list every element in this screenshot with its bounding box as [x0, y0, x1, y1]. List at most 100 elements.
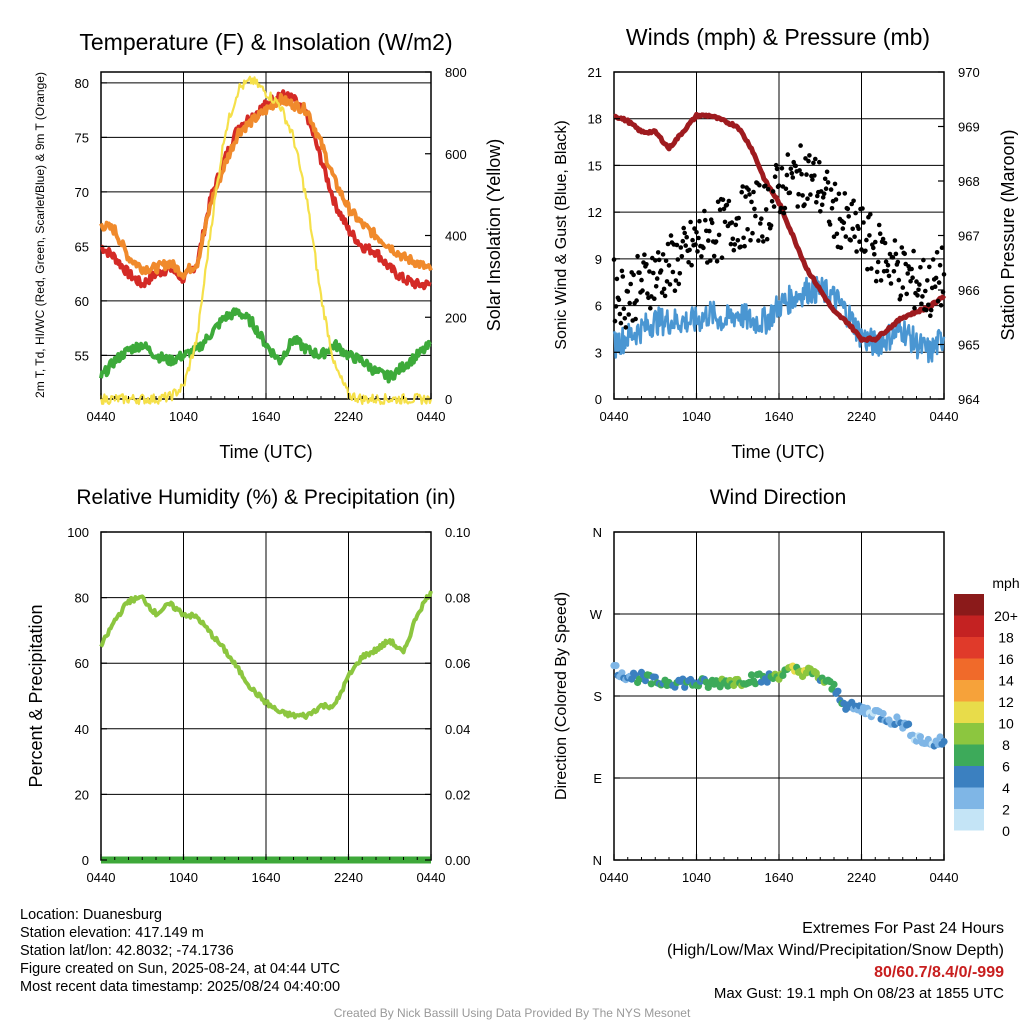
y-tick-label: W: [590, 607, 603, 622]
direction-point: [830, 680, 838, 689]
gust-point: [819, 202, 825, 208]
gust-point: [807, 153, 812, 158]
extremes-subtitle: (High/Low/Max Wind/Precipitation/Snow De…: [666, 942, 1004, 959]
gust-point: [871, 245, 876, 251]
winds-pressure-panel: Winds (mph) & Pressure (mb) 0440 1040 1640…: [553, 24, 1018, 462]
gust-point: [930, 257, 936, 262]
gust-point: [764, 236, 770, 242]
gust-point: [851, 198, 856, 204]
gust-point: [625, 289, 631, 294]
gust-point: [674, 242, 680, 248]
gust-point: [869, 266, 874, 271]
gust-point: [796, 191, 801, 197]
direction-point: [641, 677, 650, 685]
gust-point: [940, 289, 946, 295]
gust-point: [660, 252, 666, 257]
gust-point: [670, 269, 676, 275]
extremes-info: Extremes For Past 24 Hours (High/Low/Max…: [667, 918, 1004, 1004]
gust-point: [719, 255, 725, 260]
gust-point: [761, 239, 766, 244]
gust-point: [652, 296, 657, 302]
gust-point: [661, 286, 667, 292]
winds-xlabel: Time (UTC): [731, 442, 824, 462]
y-right-tick-label: 0.06: [445, 656, 470, 671]
direction-ticks: 0440 1040 1640 2240 0440 N E S W N: [590, 525, 959, 885]
y-right-tick-label: 967: [958, 229, 980, 244]
gust-point: [782, 205, 788, 211]
gust-point: [655, 250, 661, 255]
gust-point: [673, 278, 679, 283]
gust-point: [740, 184, 745, 189]
gust-point: [760, 234, 765, 239]
gust-point: [803, 156, 808, 161]
gust-point: [814, 200, 819, 205]
gust-point: [749, 199, 754, 205]
gust-point: [726, 198, 732, 204]
x-tick-label: 1640: [765, 870, 794, 885]
gust-point: [765, 186, 771, 192]
series-yellow: [99, 75, 433, 406]
colorbar-cell: [954, 615, 984, 637]
gust-point: [783, 186, 789, 192]
gust-point: [699, 254, 704, 259]
temperature-title: Temperature (F) & Insolation (W/m2): [79, 29, 452, 55]
y-right-tick-label: 970: [958, 65, 980, 80]
x-tick-label: 0440: [87, 870, 116, 885]
gust-point: [716, 232, 722, 238]
x-tick-label: 0440: [930, 409, 959, 424]
gust-point: [810, 177, 815, 182]
colorbar-label: 20+: [994, 608, 1018, 624]
gust-point: [892, 238, 898, 243]
gust-point: [642, 252, 647, 257]
y-tick-label: S: [593, 689, 602, 704]
gust-point: [848, 238, 853, 243]
y-right-tick-label: 966: [958, 283, 980, 298]
gust-point: [832, 181, 838, 187]
direction-point: [747, 671, 756, 679]
gust-point: [752, 206, 757, 212]
gust-point: [768, 223, 774, 228]
winds-title: Winds (mph) & Pressure (mb): [626, 24, 930, 50]
gust-point: [688, 219, 693, 225]
gust-point: [820, 195, 826, 200]
gust-point: [693, 242, 698, 247]
x-tick-label: 1640: [252, 870, 281, 885]
gust-point: [778, 205, 784, 211]
colorbar-label: 8: [1002, 737, 1010, 753]
y-tick-label: 15: [588, 158, 602, 173]
colorbar-label: 2: [1002, 801, 1010, 817]
direction-title: Wind Direction: [710, 486, 847, 509]
gust-point: [877, 231, 883, 236]
credit-line: Created By Nick Bassill Using Data Provi…: [333, 1006, 691, 1020]
x-tick-label: 1040: [682, 870, 711, 885]
gust-point: [721, 206, 727, 212]
y-right-tick-label: 965: [958, 338, 980, 353]
direction-series: [610, 662, 948, 750]
y-tick-label: 40: [75, 722, 89, 737]
gust-point: [824, 169, 830, 175]
colorbar-label: 12: [998, 694, 1014, 710]
gust-point: [665, 241, 671, 247]
gust-point: [834, 231, 840, 237]
gust-point: [758, 221, 763, 226]
gust-point: [720, 197, 726, 202]
gust-point: [919, 301, 924, 307]
gust-point: [675, 257, 681, 262]
gust-point: [763, 207, 769, 212]
x-tick-label: 2240: [334, 870, 363, 885]
gust-point: [731, 247, 737, 253]
colorbar-cell: [954, 701, 984, 723]
gust-point: [923, 288, 928, 294]
gust-point: [695, 249, 700, 254]
series-orange: [99, 93, 433, 280]
y-tick-label: 55: [75, 348, 89, 363]
gust-point: [863, 248, 868, 254]
gust-point: [653, 258, 658, 263]
gust-point: [789, 170, 795, 176]
x-tick-label: 0440: [417, 409, 446, 424]
gust-point: [865, 266, 870, 272]
gust-point: [860, 206, 865, 211]
gust-point: [890, 255, 896, 260]
extremes-title: Extremes For Past 24 Hours: [802, 920, 1004, 937]
wind-direction-panel: Wind Direction 0440 1040 1640 2240 0440NESWN…: [553, 486, 1020, 885]
